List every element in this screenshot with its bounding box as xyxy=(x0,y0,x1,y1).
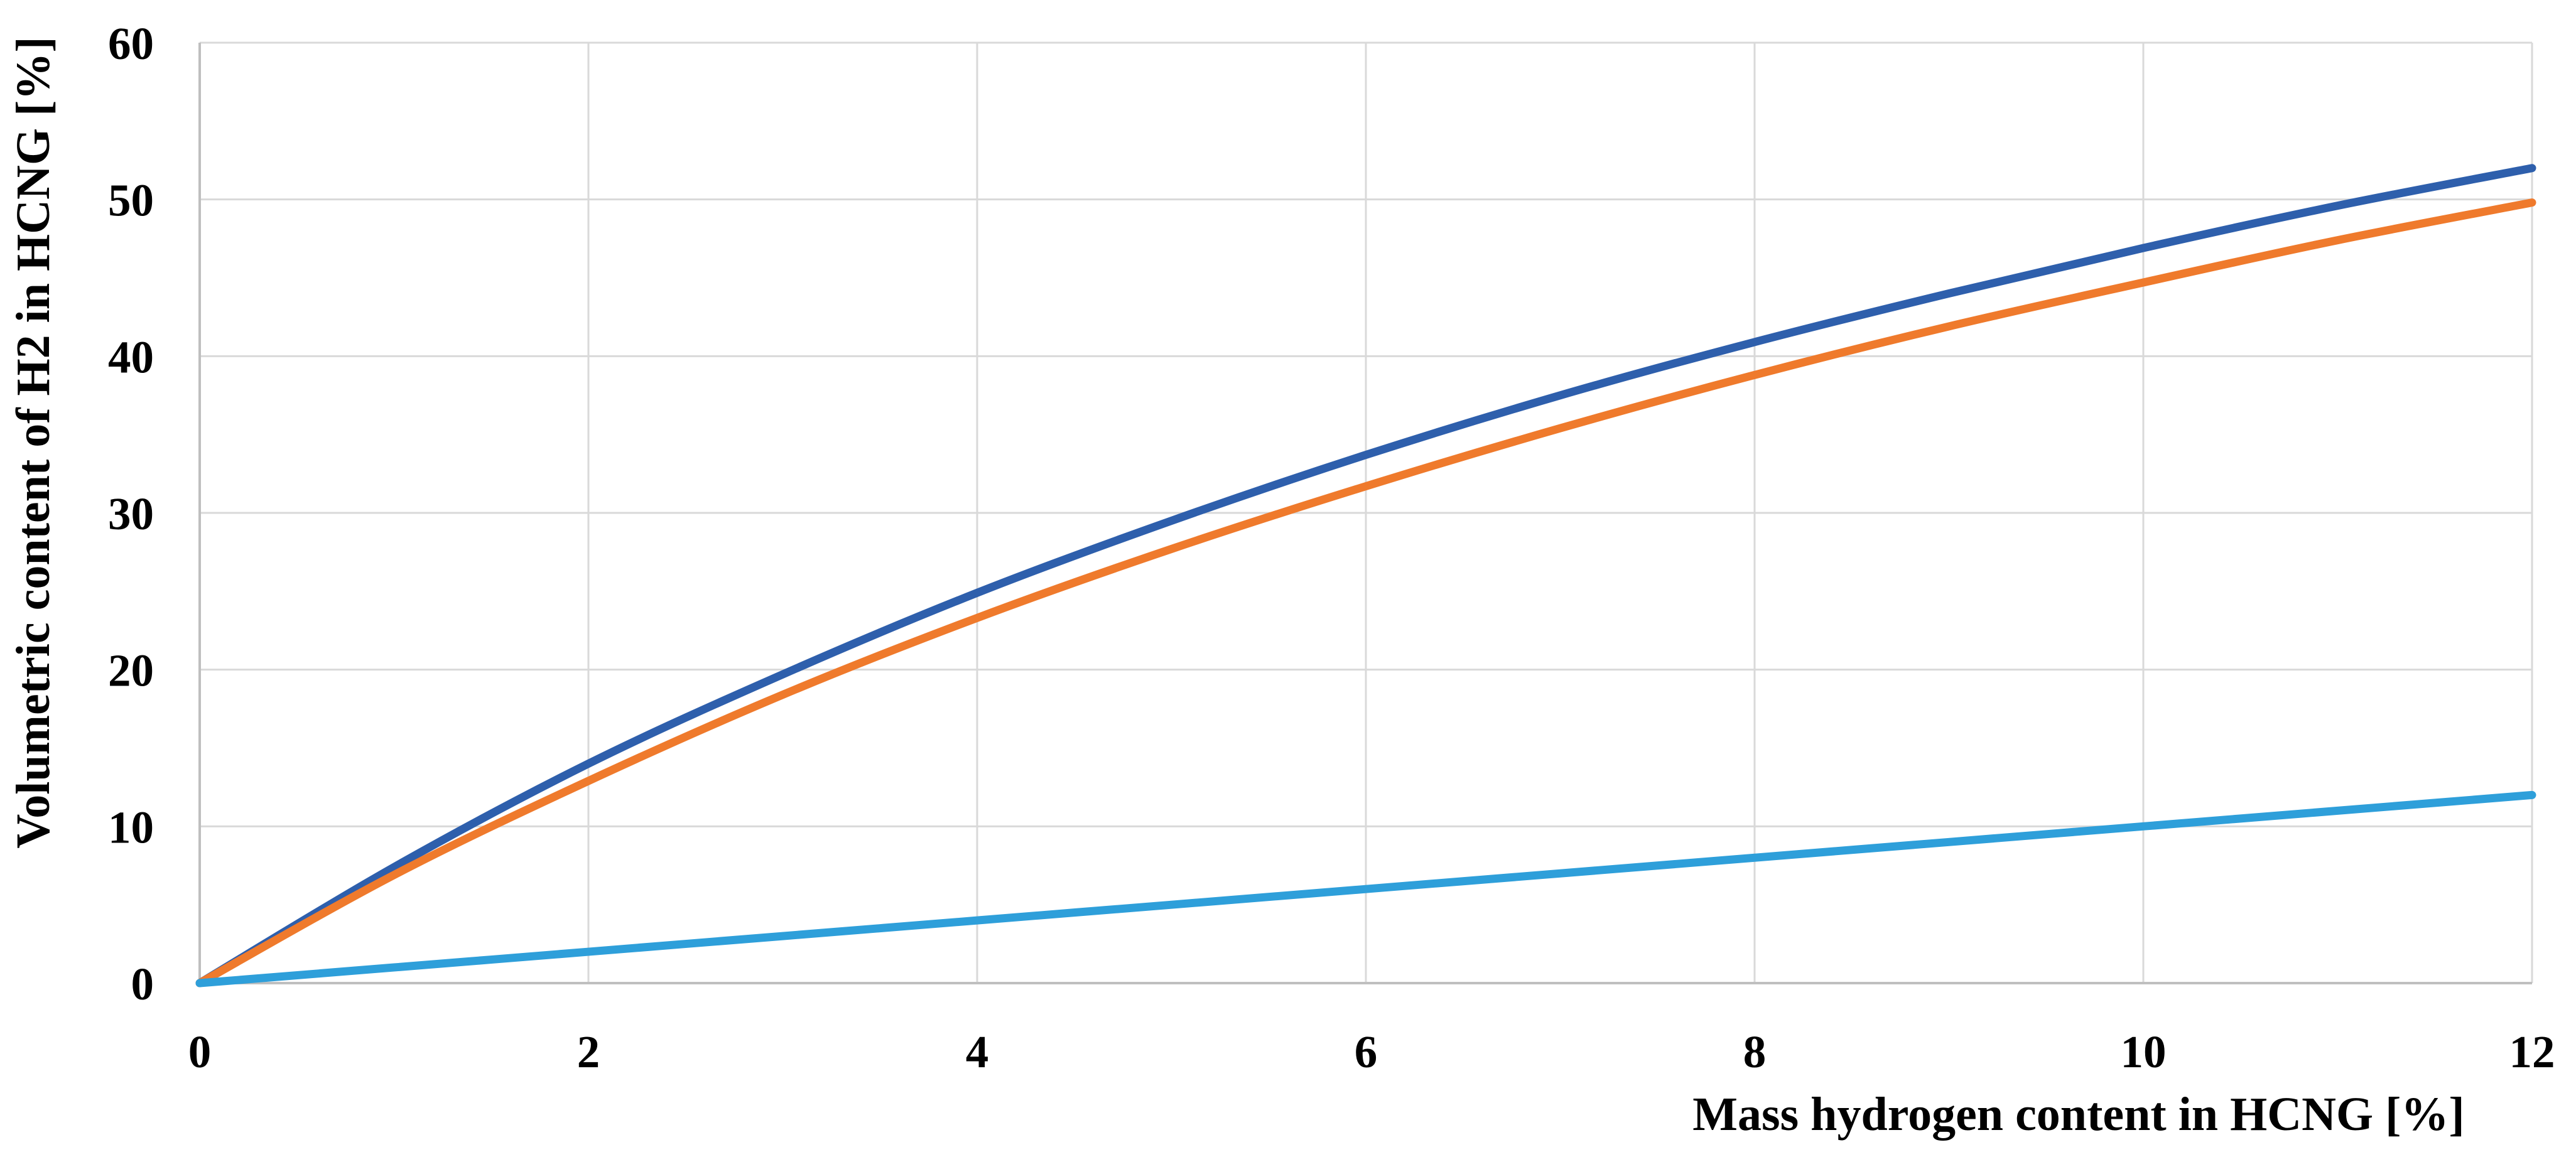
y-tick-label-40: 40 xyxy=(108,331,154,382)
y-tick-label-60: 60 xyxy=(108,18,154,69)
gridlines xyxy=(200,41,2533,983)
axis-lines xyxy=(198,43,2532,984)
x-tick-label-2: 2 xyxy=(577,1026,600,1077)
y-tick-label-50: 50 xyxy=(108,175,154,226)
y-tick-labels: 0 10 20 30 40 50 60 xyxy=(108,18,154,1009)
series-lines xyxy=(195,164,2536,987)
x-axis-title: Mass hydrogen content in HCNG [%] xyxy=(1692,1088,2464,1141)
x-tick-labels: 0 2 4 6 8 10 12 xyxy=(188,1026,2555,1077)
x-tick-label-6: 6 xyxy=(1355,1026,1378,1077)
y-axis-title: Volumetric content of H2 in HCNG [%] xyxy=(7,36,60,848)
series-orange-curve xyxy=(195,198,2536,987)
y-tick-label-10: 10 xyxy=(108,802,154,853)
x-tick-label-12: 12 xyxy=(2509,1026,2555,1077)
series-dark-blue-curve xyxy=(195,164,2536,987)
x-tick-label-10: 10 xyxy=(2121,1026,2167,1077)
y-tick-label-30: 30 xyxy=(108,488,154,539)
y-tick-label-20: 20 xyxy=(108,645,154,696)
x-tick-label-0: 0 xyxy=(188,1026,212,1077)
x-tick-label-8: 8 xyxy=(1743,1026,1767,1077)
x-tick-label-4: 4 xyxy=(966,1026,989,1077)
y-tick-label-0: 0 xyxy=(131,959,154,1009)
series-light-blue-line xyxy=(195,790,2536,987)
